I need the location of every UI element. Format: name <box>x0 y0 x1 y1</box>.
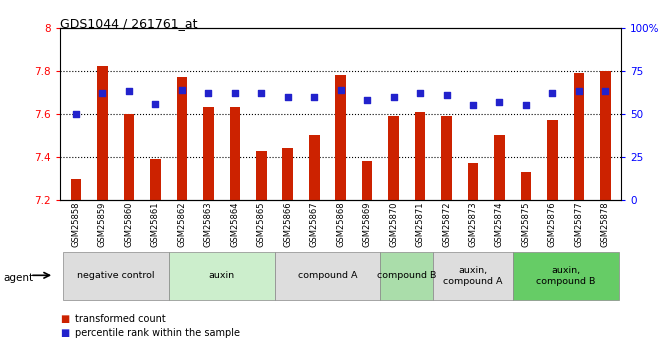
Text: auxin,
compound B: auxin, compound B <box>536 266 595 286</box>
Bar <box>97 66 108 200</box>
Bar <box>442 116 452 200</box>
Text: ■: ■ <box>60 314 69 324</box>
Bar <box>600 71 611 200</box>
Point <box>176 87 187 92</box>
Text: compound A: compound A <box>298 272 357 280</box>
Point <box>283 94 293 99</box>
Point <box>574 89 584 94</box>
Point <box>256 90 267 96</box>
Text: transformed count: transformed count <box>75 314 166 324</box>
Point <box>335 87 346 92</box>
Point <box>600 89 611 94</box>
Bar <box>494 135 505 200</box>
Text: percentile rank within the sample: percentile rank within the sample <box>75 328 240 338</box>
Bar <box>256 150 267 200</box>
Point <box>494 99 505 105</box>
Text: compound B: compound B <box>377 272 436 280</box>
Point <box>415 90 426 96</box>
Point <box>150 101 161 106</box>
Point <box>520 102 531 108</box>
Bar <box>520 172 531 200</box>
Point <box>97 90 108 96</box>
Bar <box>71 179 81 200</box>
Point <box>124 89 134 94</box>
Bar <box>124 114 134 200</box>
Text: ■: ■ <box>60 328 69 338</box>
Bar <box>309 135 319 200</box>
Bar <box>415 112 426 200</box>
Bar <box>283 148 293 200</box>
Bar <box>230 107 240 200</box>
Point <box>71 111 81 117</box>
Point <box>230 90 240 96</box>
Text: auxin,
compound A: auxin, compound A <box>444 266 503 286</box>
Point <box>441 92 452 98</box>
Bar <box>547 120 558 200</box>
Bar <box>362 161 373 200</box>
Text: agent: agent <box>3 273 33 283</box>
Bar <box>203 107 214 200</box>
Bar <box>150 159 161 200</box>
Bar <box>388 116 399 200</box>
Point <box>468 102 478 108</box>
Bar <box>176 77 187 200</box>
Point <box>547 90 558 96</box>
Text: GDS1044 / 261761_at: GDS1044 / 261761_at <box>60 17 198 30</box>
Point <box>309 94 319 99</box>
Text: negative control: negative control <box>77 272 154 280</box>
Bar <box>574 73 584 200</box>
Point <box>362 97 373 103</box>
Bar <box>468 164 478 200</box>
Point <box>203 90 214 96</box>
Point <box>388 94 399 99</box>
Text: auxin: auxin <box>208 272 234 280</box>
Bar <box>335 75 346 200</box>
